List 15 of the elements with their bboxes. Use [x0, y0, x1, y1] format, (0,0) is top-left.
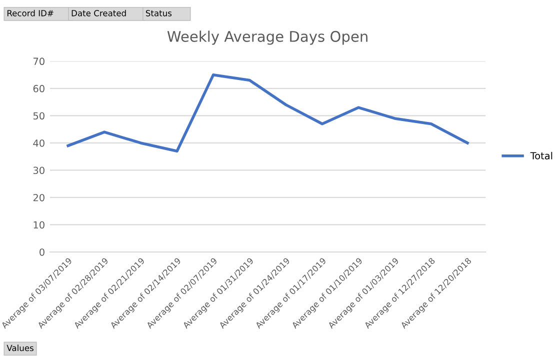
text: Status — [146, 10, 172, 16]
text: Date Created — [72, 10, 126, 16]
y-tick-label: 10 — [34, 221, 44, 229]
chart-title: Weekly Average Days Open — [167, 30, 368, 45]
y-tick-label: 30 — [33, 166, 44, 174]
legend-label: Total — [530, 152, 552, 160]
y-tick-label: 70 — [34, 58, 44, 66]
y-tick-label: 0 — [40, 248, 44, 256]
text: Record ID# — [7, 10, 54, 16]
y-tick-label: 40 — [33, 139, 44, 147]
y-tick-label: 20 — [33, 194, 44, 202]
text: Values — [6, 344, 34, 352]
y-tick-label: 50 — [33, 112, 44, 120]
y-tick-label: 60 — [33, 84, 44, 92]
line-series — [66, 73, 469, 153]
